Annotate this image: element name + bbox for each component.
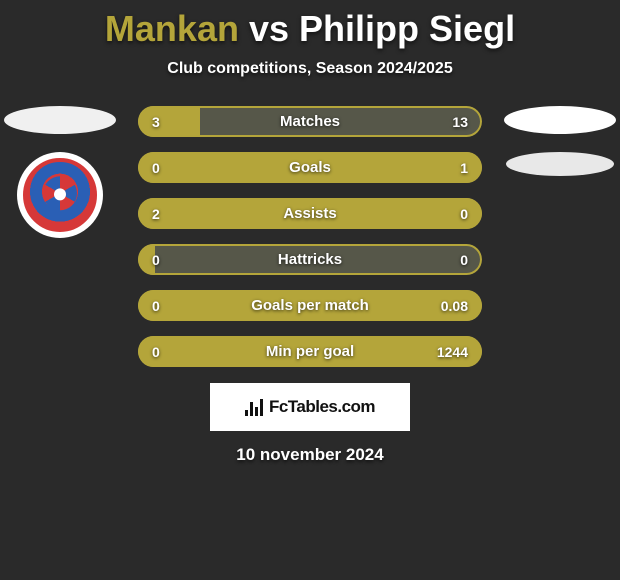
stat-right-value: 1244 (437, 344, 468, 360)
stat-left-value: 0 (152, 298, 160, 314)
stat-bar-goals-per-match: 0 0.08 Goals per match (138, 290, 482, 321)
stat-left-value: 0 (152, 160, 160, 176)
player1-photo-placeholder (4, 106, 116, 134)
stat-bar-assists: 2 0 Assists (138, 198, 482, 229)
watermark-text: FcTables.com (269, 397, 375, 417)
stat-bar-goals: 0 1 Goals (138, 152, 482, 183)
stat-label: Matches (280, 113, 340, 130)
bar-chart-icon (245, 399, 263, 416)
player2-photo-placeholder (504, 106, 616, 134)
stat-right-value: 13 (452, 114, 468, 130)
comparison-layout: 3 13 Matches 0 1 Goals 2 0 Assists 0 0 Hattricks 0 0.… (0, 106, 620, 367)
stat-right-value: 0 (460, 206, 468, 222)
stat-label: Goals (289, 159, 331, 176)
player2-club-placeholder (506, 152, 614, 176)
player1-name: Mankan (105, 8, 239, 49)
vs-word: vs (249, 8, 289, 49)
stat-left-value: 2 (152, 206, 160, 222)
subtitle: Club competitions, Season 2024/2025 (0, 60, 620, 78)
stat-bar-hattricks: 0 0 Hattricks (138, 244, 482, 275)
fctables-watermark: FcTables.com (210, 383, 410, 431)
stat-label: Hattricks (278, 251, 342, 268)
stat-bar-matches: 3 13 Matches (138, 106, 482, 137)
left-player-column (0, 106, 120, 238)
stat-right-value: 1 (460, 160, 468, 176)
right-player-column (500, 106, 620, 176)
stat-left-value: 0 (152, 344, 160, 360)
stat-left-value: 0 (152, 252, 160, 268)
snapshot-date: 10 november 2024 (0, 445, 620, 465)
club-badge-icon (23, 158, 97, 232)
stat-label: Assists (283, 205, 336, 222)
stat-label: Goals per match (251, 297, 369, 314)
stat-left-value: 3 (152, 114, 160, 130)
stat-bars-container: 3 13 Matches 0 1 Goals 2 0 Assists 0 0 Hattricks 0 0.… (130, 106, 490, 367)
stat-right-value: 0 (460, 252, 468, 268)
stat-bar-fill (138, 106, 200, 137)
player1-club-badge (17, 152, 103, 238)
player2-name: Philipp Siegl (299, 8, 515, 49)
stat-bar-min-per-goal: 0 1244 Min per goal (138, 336, 482, 367)
stat-label: Min per goal (266, 343, 354, 360)
stat-right-value: 0.08 (441, 298, 468, 314)
comparison-title: Mankan vs Philipp Siegl (0, 0, 620, 50)
